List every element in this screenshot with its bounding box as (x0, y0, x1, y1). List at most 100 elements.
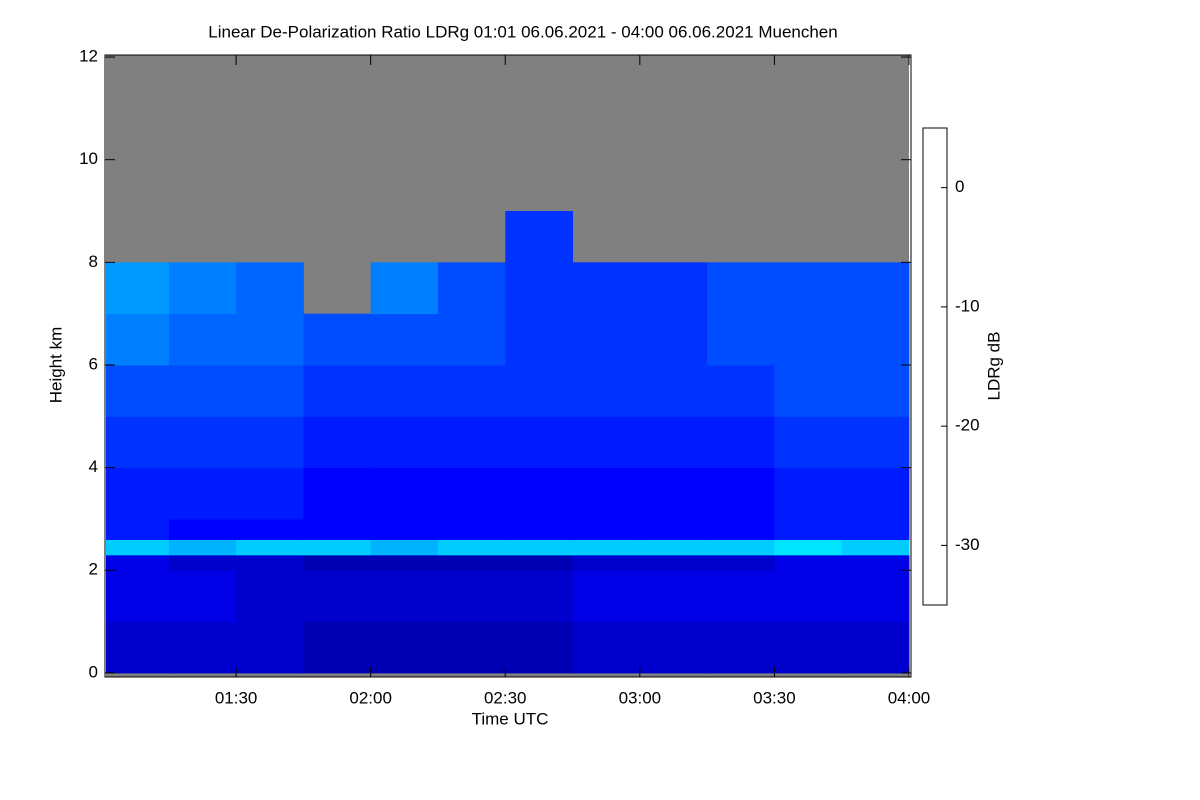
heatmap-cell (106, 364, 170, 417)
heatmap-cell (774, 262, 843, 315)
heatmap-cell (707, 416, 775, 469)
heatmap-cell (168, 539, 237, 556)
heatmap-cell (707, 621, 775, 674)
heatmap-cell (303, 518, 372, 540)
heatmap-cell (303, 539, 372, 556)
heatmap-cell (236, 364, 304, 417)
heatmap-cell (236, 518, 304, 540)
heatmap-cell (106, 570, 170, 623)
heatmap-cell (370, 554, 439, 571)
heatmap-cell (236, 539, 304, 556)
heatmap-cell (370, 416, 439, 469)
heatmap-cell (572, 467, 641, 520)
heatmap-cell (370, 518, 439, 540)
x-tick-label: 02:30 (484, 688, 527, 707)
heatmap-cell (370, 621, 439, 674)
heatmap-cell (774, 621, 843, 674)
heatmap-cell (639, 621, 708, 674)
colorbar-tick-label: -30 (955, 535, 980, 554)
heatmap-cell (572, 416, 641, 469)
heatmap-cell (841, 554, 910, 571)
heatmap-cell (774, 554, 843, 571)
heatmap-cell (437, 518, 506, 540)
heatmap-cell (370, 313, 439, 366)
heatmap-cell (168, 416, 237, 469)
heatmap-cell (505, 211, 574, 263)
heatmap-cell (370, 570, 439, 623)
heatmap-cell (774, 467, 843, 520)
heatmap-cell (437, 262, 506, 315)
y-tick-label: 0 (89, 662, 98, 681)
heatmap-cell (707, 467, 775, 520)
heatmap-cell (303, 570, 372, 623)
heatmap-cell (437, 539, 506, 556)
x-axis-label: Time UTC (472, 709, 549, 728)
heatmap-cell (841, 518, 910, 540)
heatmap-cell (639, 554, 708, 571)
heatmap-cell (303, 621, 372, 674)
heatmap-cell (168, 570, 237, 623)
heatmap-cell (774, 570, 843, 623)
heatmap-cell (236, 313, 304, 366)
heatmap-cell (370, 364, 439, 417)
heatmap-cell (437, 621, 506, 674)
heatmap-cell (639, 570, 708, 623)
heatmap-cell (841, 313, 910, 366)
heatmap-cell (168, 364, 237, 417)
x-tick-label: 04:00 (888, 688, 931, 707)
heatmap-cell (303, 554, 372, 571)
heatmap-cell (106, 313, 170, 366)
heatmap-cell (841, 416, 910, 469)
heatmap-cell (106, 416, 170, 469)
heatmap-cell (639, 539, 708, 556)
heatmap-cell (168, 262, 237, 315)
heatmap-cell (572, 554, 641, 571)
heatmap-cell (168, 467, 237, 520)
heatmap-cell (707, 570, 775, 623)
heatmap-cell (774, 518, 843, 540)
heatmap-cell (572, 539, 641, 556)
heatmap-cell (841, 262, 910, 315)
heatmap-cell (303, 467, 372, 520)
heatmap-cell (774, 364, 843, 417)
colorbar (922, 127, 948, 606)
x-tick-label: 03:30 (753, 688, 796, 707)
y-axis-label: Height km (46, 327, 65, 404)
heatmap-cell (572, 313, 641, 366)
heatmap-cell (707, 364, 775, 417)
heatmap-cell (639, 262, 708, 315)
y-tick-label: 2 (89, 560, 98, 579)
y-tick-label: 4 (89, 457, 98, 476)
y-tick-label: 8 (89, 252, 98, 271)
heatmap-cell (168, 621, 237, 674)
heatmap-cell (505, 621, 574, 674)
heatmap-cell (707, 262, 775, 315)
heatmap-cell (505, 518, 574, 540)
heatmap-cell (639, 467, 708, 520)
heatmap-cell (370, 262, 439, 315)
heatmap-cell (505, 364, 574, 417)
x-tick-label: 03:00 (619, 688, 662, 707)
heatmap-cell (505, 467, 574, 520)
plot-area (106, 55, 910, 677)
plot-frame (104, 54, 912, 678)
heatmap-cell (572, 262, 641, 315)
colorbar-tick-label: -20 (955, 416, 980, 435)
heatmap-cell (236, 621, 304, 674)
heatmap-cell (370, 539, 439, 556)
heatmap-cell (168, 518, 237, 540)
heatmap-cell (168, 313, 237, 366)
heatmap-cell (505, 570, 574, 623)
heatmap-cell (774, 416, 843, 469)
colorbar-tick-label: -10 (955, 296, 980, 315)
heatmap-cell (707, 313, 775, 366)
heatmap-cell (841, 621, 910, 674)
x-tick-label: 01:30 (215, 688, 258, 707)
heatmap-cell (236, 570, 304, 623)
colorbar-label: LDRg dB (984, 332, 1003, 401)
heatmap-cell (572, 518, 641, 540)
heatmap-cell (437, 570, 506, 623)
heatmap-cell (572, 570, 641, 623)
x-tick-label: 02:00 (349, 688, 392, 707)
